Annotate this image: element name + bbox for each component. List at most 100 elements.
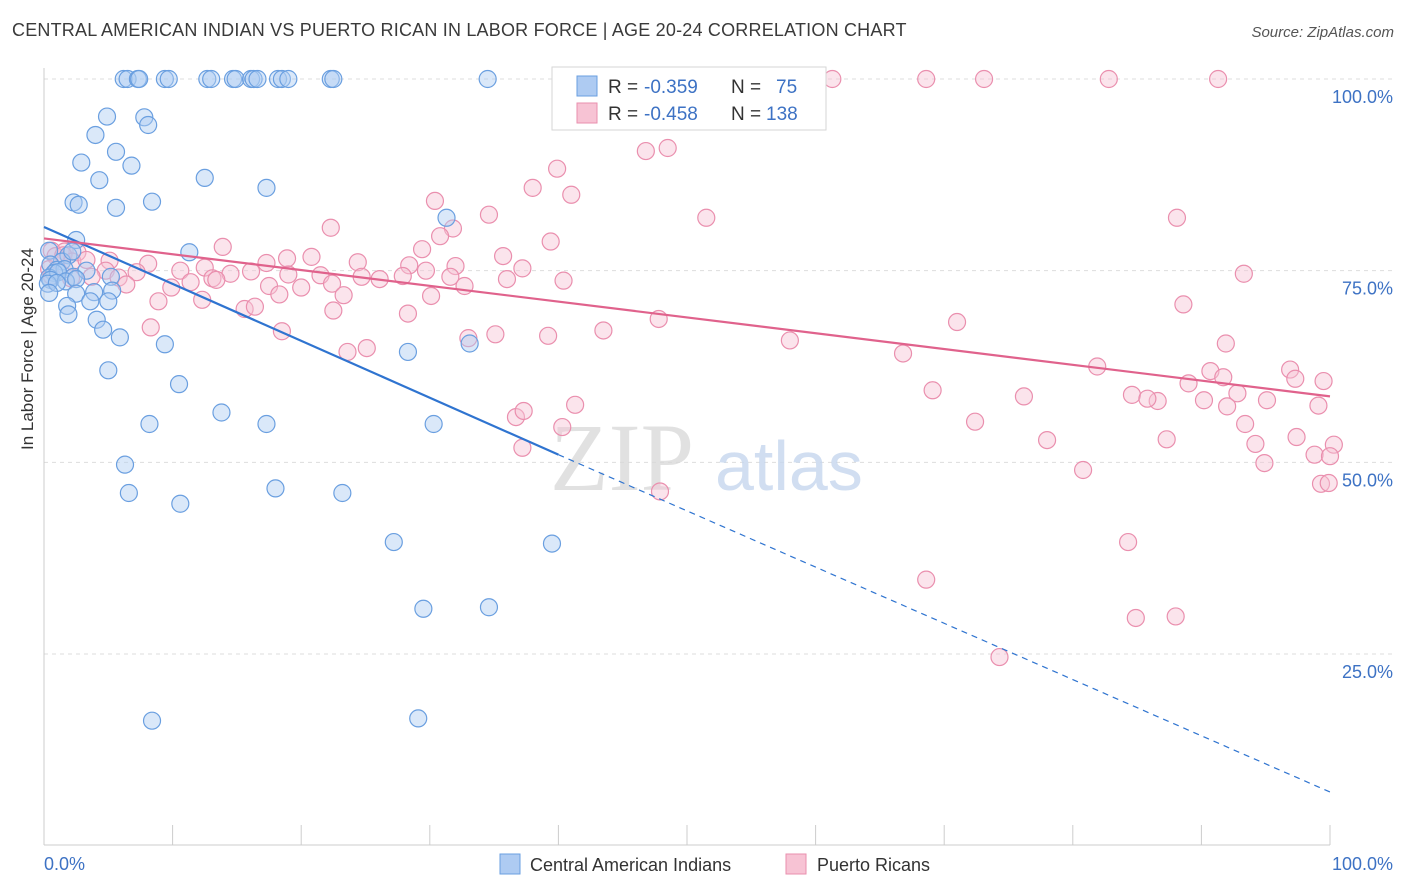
data-point xyxy=(149,292,168,311)
data-point xyxy=(322,274,342,293)
data-point xyxy=(1309,396,1328,415)
data-point xyxy=(542,534,562,553)
data-point xyxy=(554,271,573,290)
data-point xyxy=(180,243,199,262)
data-point xyxy=(101,267,120,286)
data-point xyxy=(1118,532,1138,552)
data-point xyxy=(923,381,942,400)
data-point xyxy=(77,250,96,270)
data-point xyxy=(658,138,677,158)
central-american-indians-points xyxy=(38,69,562,730)
data-point xyxy=(1257,391,1277,410)
data-point xyxy=(106,142,126,161)
data-point xyxy=(424,414,443,434)
data-point xyxy=(266,479,285,498)
data-point xyxy=(398,342,418,362)
data-point xyxy=(497,270,517,289)
data-point xyxy=(1286,369,1305,388)
data-point xyxy=(122,156,141,175)
data-point xyxy=(1214,368,1233,387)
data-point xyxy=(1311,474,1331,493)
data-point xyxy=(357,339,376,358)
data-point xyxy=(334,286,353,305)
data-point xyxy=(441,267,460,286)
data-point xyxy=(279,265,298,284)
data-point xyxy=(917,570,936,589)
trend-line-puerto-ricans xyxy=(43,237,1331,398)
data-point xyxy=(541,232,560,251)
data-point xyxy=(479,205,499,224)
bottom-legend-blue-label: Central American Indians xyxy=(530,855,731,875)
legend-pink-r-value: -0.458 xyxy=(644,104,698,125)
data-point xyxy=(1073,460,1093,480)
correlation-legend: R = -0.359 N = 75 R = -0.458 N = 138 xyxy=(551,66,827,131)
data-point xyxy=(1236,414,1255,434)
data-point xyxy=(47,273,66,293)
data-point xyxy=(85,283,104,302)
data-point xyxy=(1281,360,1300,379)
data-point xyxy=(697,208,716,227)
data-point xyxy=(140,414,159,434)
data-point xyxy=(40,283,59,302)
data-point xyxy=(1037,431,1057,450)
data-point xyxy=(974,69,994,89)
legend-box xyxy=(551,66,827,131)
data-point xyxy=(425,191,445,210)
data-point xyxy=(245,297,265,316)
data-point xyxy=(207,270,226,289)
data-point xyxy=(514,401,533,421)
data-point xyxy=(106,198,126,217)
data-point xyxy=(59,305,78,324)
bottom-legend-pink-label: Puerto Ricans xyxy=(817,855,930,875)
data-point xyxy=(1099,69,1118,89)
axes xyxy=(43,68,1331,846)
data-point xyxy=(1014,387,1034,406)
data-point xyxy=(398,304,418,323)
data-point xyxy=(272,69,292,89)
data-point xyxy=(594,321,613,340)
data-point xyxy=(142,711,162,730)
data-point xyxy=(202,69,221,89)
data-point xyxy=(460,334,479,353)
data-point xyxy=(455,276,474,296)
data-point xyxy=(478,69,497,89)
data-point xyxy=(155,335,174,354)
bottom-legend-swatch-pink xyxy=(785,853,807,875)
data-point xyxy=(409,709,428,728)
data-point xyxy=(1255,454,1274,473)
data-point xyxy=(90,171,109,190)
y-tick-label: 50.0% xyxy=(1342,470,1393,490)
data-point xyxy=(1174,295,1193,314)
data-point xyxy=(539,326,558,345)
data-point xyxy=(40,241,59,260)
data-point xyxy=(99,292,118,311)
data-point xyxy=(893,344,913,363)
data-point xyxy=(67,284,86,303)
data-point xyxy=(479,598,499,617)
legend-swatch-pink xyxy=(576,102,598,124)
legend-blue-r-value: -0.359 xyxy=(644,77,698,98)
data-point xyxy=(494,247,513,266)
data-point xyxy=(130,69,149,89)
data-point xyxy=(212,403,231,422)
gridlines xyxy=(44,78,1396,655)
watermark-zip: ZIP xyxy=(550,404,694,511)
data-point xyxy=(562,185,581,204)
data-point xyxy=(553,417,572,437)
trend-line-central-american-indians-extension xyxy=(558,454,1331,793)
data-point xyxy=(412,240,432,259)
data-point xyxy=(94,320,113,339)
data-point xyxy=(990,647,1009,667)
data-point xyxy=(1320,447,1340,466)
data-point xyxy=(384,532,403,552)
data-point xyxy=(324,69,343,89)
data-point xyxy=(99,361,118,380)
legend-blue-n-label: N = xyxy=(731,77,761,98)
data-point xyxy=(248,69,267,89)
data-point xyxy=(947,312,967,332)
data-point xyxy=(1157,430,1176,449)
data-point xyxy=(213,237,232,256)
data-point xyxy=(257,178,276,197)
data-point xyxy=(446,256,465,276)
